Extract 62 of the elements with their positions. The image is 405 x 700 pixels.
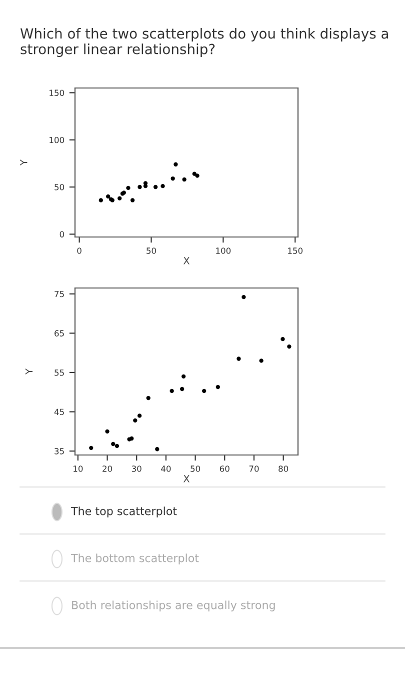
point (155, 447, 160, 452)
x-tick-label: 50 (190, 466, 200, 472)
point (111, 442, 116, 446)
point (130, 436, 134, 441)
y-tick-label: 45 (54, 408, 64, 416)
text: Both relationships are equally strong (72, 600, 275, 612)
point (170, 388, 174, 394)
point (216, 384, 220, 390)
point (114, 444, 120, 448)
point (137, 414, 142, 418)
x-tick-label: 40 (161, 466, 171, 472)
point (236, 356, 241, 361)
point (146, 396, 150, 400)
point (280, 337, 285, 342)
x-tick-label: 30 (132, 466, 142, 472)
point (98, 198, 103, 202)
x-tick-label: 20 (102, 466, 112, 472)
x-tick-label: 150 (288, 248, 303, 254)
y-tick-label: 35 (54, 448, 64, 454)
text: The top scatterplot (70, 506, 177, 518)
point (153, 184, 158, 190)
point (192, 172, 196, 176)
point (182, 177, 186, 182)
point (105, 429, 110, 434)
y-tick-label: 55 (54, 370, 64, 376)
y-tick-label: 100 (50, 136, 64, 144)
point (242, 294, 246, 300)
y-tick-label: 75 (54, 290, 64, 298)
y-axis-title: Y (25, 368, 33, 374)
point (259, 358, 264, 363)
point (126, 186, 130, 190)
point (287, 344, 292, 349)
x-axis-title: X (183, 475, 190, 482)
x-tick-label: 50 (146, 248, 156, 254)
point (202, 388, 206, 394)
x-tick-label: 0 (77, 248, 82, 254)
y-tick-label: 0 (60, 231, 64, 238)
y-tick-label: 150 (50, 90, 64, 96)
point (130, 198, 135, 202)
y-axis-title: Y (20, 160, 28, 166)
point (118, 196, 122, 200)
chart-title: Which of the two scatterplots do you think displays a stronger linear relationship? (20, 28, 388, 57)
point (181, 374, 186, 378)
point (180, 386, 184, 392)
point (160, 184, 165, 188)
point (89, 446, 94, 450)
x-tick-label: 70 (249, 466, 259, 472)
x-tick-label: 80 (278, 466, 288, 472)
point (174, 162, 178, 166)
x-tick-label: 10 (74, 466, 83, 472)
y-tick-label: 65 (54, 330, 64, 336)
text: The bottom scatterplot (70, 554, 199, 564)
y-tick-label: 50 (54, 184, 64, 190)
point (143, 181, 148, 186)
x-tick-label: 100 (216, 248, 231, 254)
point (138, 184, 142, 190)
point (170, 176, 175, 181)
point (133, 418, 138, 423)
point (195, 174, 200, 178)
x-axis-title: X (183, 257, 190, 264)
x-tick-label: 60 (220, 466, 230, 472)
point (106, 194, 110, 199)
